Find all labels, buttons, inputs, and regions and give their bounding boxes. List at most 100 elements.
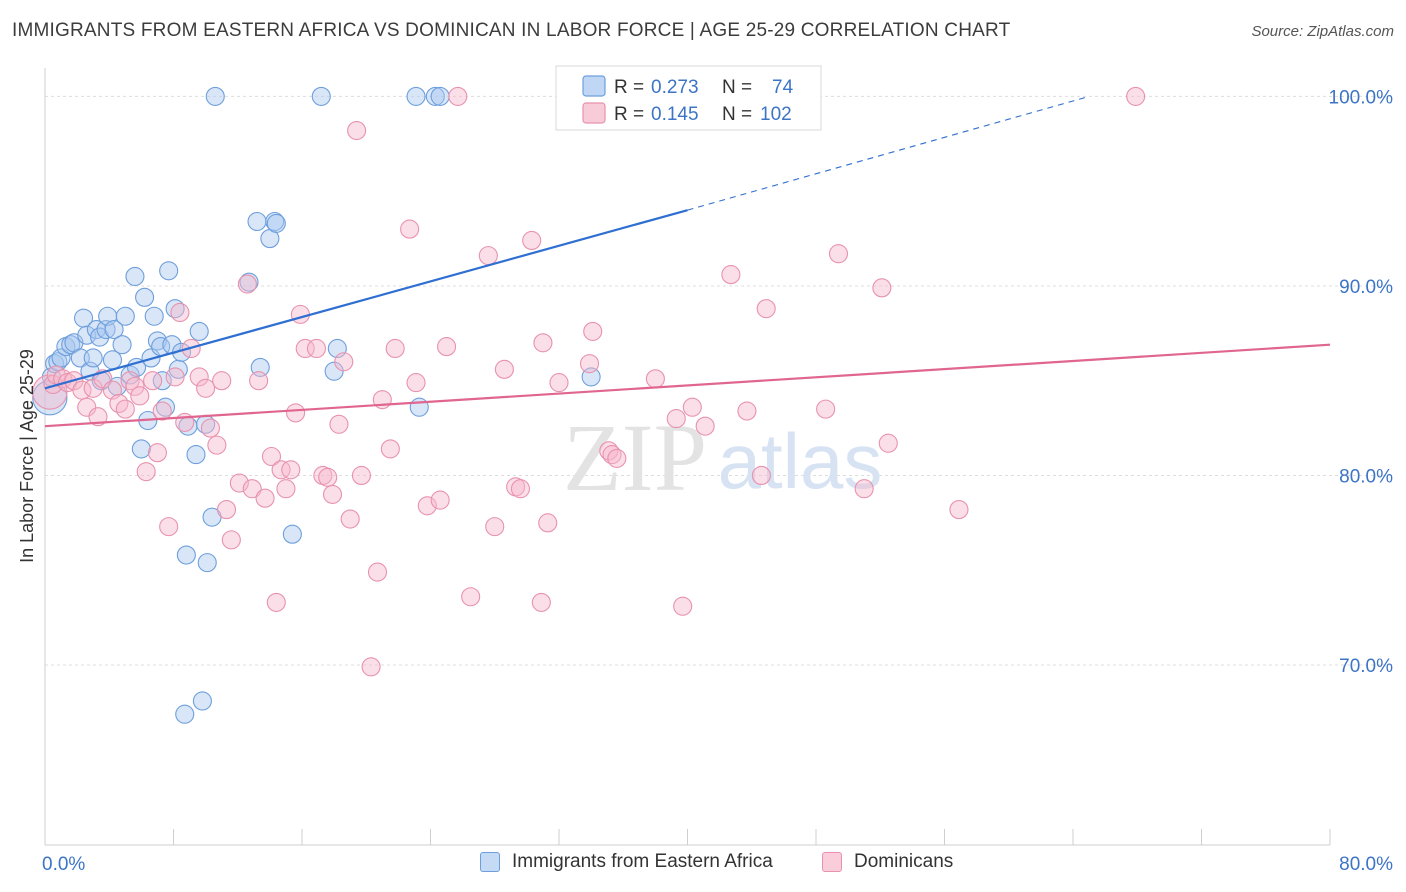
legend-swatch-blue <box>582 75 606 97</box>
source-credit: Source: ZipAtlas.com <box>1251 23 1394 40</box>
point-dominican <box>207 435 227 455</box>
point-eastern-africa <box>175 704 195 724</box>
legend-swatch-pink <box>582 102 606 124</box>
point-dominican <box>583 321 603 341</box>
point-dominican <box>237 274 257 294</box>
legend-n-label-pink: N = <box>722 104 752 125</box>
x-tick-labels: 0.0% 80.0% <box>42 854 1393 875</box>
point-dominican <box>242 479 262 499</box>
point-dominican <box>212 371 232 391</box>
point-dominican <box>522 230 542 251</box>
point-dominican <box>88 407 108 427</box>
point-dominican <box>295 338 315 359</box>
point-dominican <box>329 414 349 434</box>
point-dominican <box>406 373 426 393</box>
legend-item-dominicans: Dominicans <box>822 851 953 873</box>
point-dominican <box>361 657 381 677</box>
point-dominican <box>538 513 558 533</box>
point-eastern-africa <box>144 306 164 326</box>
point-dominican <box>318 467 338 487</box>
point-eastern-africa <box>152 371 172 391</box>
point-dominican <box>281 460 301 480</box>
x-tick-label-max: 80.0% <box>1339 854 1393 875</box>
point-dominican <box>872 278 892 298</box>
point-dominican <box>334 352 354 372</box>
point-dominican <box>290 304 310 324</box>
point-dominican <box>200 418 220 438</box>
axes <box>44 68 1331 846</box>
y-tick-labels: 70.0% 80.0% 90.0% 100.0% <box>1329 87 1394 677</box>
point-dominican <box>347 120 367 141</box>
point-dominican <box>878 433 898 453</box>
legend-r-value-pink: 0.145 <box>651 104 699 125</box>
point-dominican <box>751 465 771 486</box>
point-dominican <box>737 401 757 421</box>
point-dominican <box>115 399 135 419</box>
point-dominican <box>417 496 437 516</box>
point-eastern-africa <box>186 445 206 465</box>
point-dominican <box>510 479 531 499</box>
point-eastern-africa <box>189 321 209 341</box>
trend-line-dominican <box>44 343 1331 428</box>
point-dominican <box>143 371 163 391</box>
point-eastern-africa <box>282 524 302 544</box>
point-dominican <box>599 441 619 461</box>
legend-r-label-pink: R = <box>614 104 644 125</box>
point-eastern-africa <box>61 335 81 355</box>
trend-line-eastern-africa <box>44 209 688 390</box>
point-eastern-africa <box>155 397 176 417</box>
y-tick-label: 80.0% <box>1339 466 1393 487</box>
legend-n-value-blue: 74 <box>772 77 794 98</box>
point-dominican <box>645 369 665 389</box>
trend-lines <box>44 95 1331 428</box>
point-dominican <box>448 86 468 106</box>
point-dominican <box>367 562 388 582</box>
point-eastern-africa <box>135 287 155 307</box>
point-eastern-africa <box>430 86 450 106</box>
point-dominican <box>276 479 296 499</box>
point-dominican <box>385 338 405 359</box>
point-dominican <box>607 448 627 468</box>
point-dominican <box>147 443 167 463</box>
point-eastern-africa <box>104 319 124 340</box>
point-dominican <box>130 386 150 406</box>
point-eastern-africa <box>125 266 145 287</box>
point-dominican <box>322 484 343 504</box>
y-tick-label: 90.0% <box>1339 277 1393 298</box>
point-eastern-africa <box>406 86 426 106</box>
point-dominican <box>549 373 569 393</box>
legend-item-eastern-africa: Immigrants from Eastern Africa <box>480 851 773 873</box>
point-dominican <box>229 473 249 493</box>
point-eastern-africa <box>311 86 331 106</box>
grid-lines <box>45 95 1392 666</box>
point-eastern-africa <box>425 86 445 106</box>
legend-r-label-blue: R = <box>614 77 644 98</box>
y-axis-label: In Labor Force | Age 25-29 <box>17 349 37 563</box>
point-dominican <box>478 246 498 266</box>
point-dominican <box>756 299 776 319</box>
legend-n-value-pink: 102 <box>760 104 792 125</box>
legend-r-value-blue: 0.273 <box>651 77 699 98</box>
x-tick-label-min: 0.0% <box>42 854 85 875</box>
point-dominican <box>136 462 156 482</box>
point-dominican <box>949 500 969 520</box>
chart-title: IMMIGRANTS FROM EASTERN AFRICA VS DOMINI… <box>12 20 1011 41</box>
series-legend: Immigrants from Eastern Africa Dominican… <box>0 851 1406 879</box>
point-eastern-africa <box>112 335 132 355</box>
y-tick-label: 100.0% <box>1329 87 1394 108</box>
point-eastern-africa <box>205 86 225 106</box>
point-dominican <box>533 333 553 353</box>
point-dominican <box>828 244 849 264</box>
point-dominican <box>255 488 275 508</box>
point-dominican <box>695 416 715 436</box>
point-eastern-africa <box>247 211 267 232</box>
point-dominican <box>854 479 874 499</box>
point-dominican <box>380 439 400 459</box>
point-dominican <box>579 354 600 374</box>
point-dominican <box>266 592 286 612</box>
point-eastern-africa <box>266 213 286 233</box>
point-dominican <box>461 587 481 607</box>
correlation-legend: R = 0.273 N = 74 R = 0.145 N = 102 <box>555 65 822 131</box>
legend-swatch-dominicans <box>822 852 842 872</box>
